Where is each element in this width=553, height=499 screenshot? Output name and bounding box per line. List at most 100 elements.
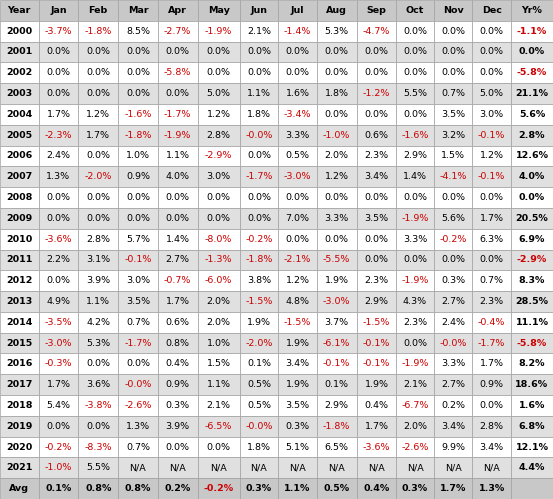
Text: 6.8%: 6.8% (519, 422, 545, 431)
Text: 0.0%: 0.0% (86, 422, 110, 431)
Bar (197, 187, 239, 208)
Bar (118, 395, 158, 416)
Bar (197, 333, 239, 353)
Text: 0.0%: 0.0% (285, 47, 310, 56)
Bar (39, 333, 79, 353)
Bar (397, 166, 434, 187)
Bar (511, 312, 553, 333)
Text: 0.7%: 0.7% (126, 318, 150, 327)
Text: 1.7%: 1.7% (46, 380, 70, 389)
Text: -8.0%: -8.0% (205, 235, 232, 244)
Text: 0.0%: 0.0% (403, 47, 427, 56)
Text: 1.7%: 1.7% (364, 422, 388, 431)
Bar (511, 395, 553, 416)
Bar (434, 395, 472, 416)
Text: Aug: Aug (326, 6, 347, 15)
Text: 4.9%: 4.9% (46, 297, 70, 306)
Bar (39, 270, 79, 291)
Bar (197, 229, 239, 250)
Text: -2.9%: -2.9% (517, 255, 547, 264)
Bar (158, 146, 197, 166)
Text: -0.1%: -0.1% (478, 172, 505, 181)
Text: -1.9%: -1.9% (401, 214, 429, 223)
Bar (39, 208, 79, 229)
Bar (197, 21, 239, 41)
Text: 0.0%: 0.0% (247, 47, 271, 56)
Text: 2019: 2019 (6, 422, 33, 431)
Text: 0.9%: 0.9% (479, 380, 504, 389)
Bar (357, 104, 397, 125)
Bar (118, 353, 158, 374)
Bar (278, 250, 317, 270)
Bar (317, 62, 357, 83)
Text: 2.8%: 2.8% (86, 235, 110, 244)
Bar (79, 104, 118, 125)
Bar (158, 187, 197, 208)
Bar (239, 291, 278, 312)
Bar (239, 187, 278, 208)
Bar (158, 0, 197, 21)
Bar (472, 146, 511, 166)
Text: 1.4%: 1.4% (166, 235, 190, 244)
Text: 2.9%: 2.9% (364, 297, 388, 306)
Bar (434, 208, 472, 229)
Bar (397, 125, 434, 146)
Text: 3.7%: 3.7% (325, 318, 349, 327)
Bar (239, 166, 278, 187)
Text: 2016: 2016 (6, 359, 33, 368)
Bar (158, 395, 197, 416)
Text: 3.3%: 3.3% (285, 131, 310, 140)
Text: -0.1%: -0.1% (363, 359, 390, 368)
Text: 0.0%: 0.0% (364, 235, 388, 244)
Bar (118, 187, 158, 208)
Bar (278, 437, 317, 458)
Text: 0.0%: 0.0% (46, 47, 70, 56)
Text: 2009: 2009 (6, 214, 33, 223)
Bar (39, 353, 79, 374)
Text: 0.0%: 0.0% (441, 193, 465, 202)
Bar (317, 395, 357, 416)
Bar (118, 416, 158, 437)
Text: 0.7%: 0.7% (441, 89, 465, 98)
Bar (278, 395, 317, 416)
Bar (197, 83, 239, 104)
Bar (158, 83, 197, 104)
Text: -0.2%: -0.2% (45, 443, 72, 452)
Bar (118, 83, 158, 104)
Bar (278, 291, 317, 312)
Text: 5.5%: 5.5% (403, 89, 427, 98)
Bar (79, 62, 118, 83)
Text: Mar: Mar (128, 6, 148, 15)
Bar (239, 83, 278, 104)
Text: 4.0%: 4.0% (166, 172, 190, 181)
Bar (317, 166, 357, 187)
Text: 1.0%: 1.0% (207, 338, 231, 348)
Text: -1.2%: -1.2% (363, 89, 390, 98)
Bar (158, 437, 197, 458)
Text: 0.0%: 0.0% (126, 68, 150, 77)
Text: 2.9%: 2.9% (325, 401, 349, 410)
Bar (434, 416, 472, 437)
Bar (0, 478, 39, 499)
Bar (434, 458, 472, 478)
Text: 2.8%: 2.8% (479, 422, 504, 431)
Text: N/A: N/A (483, 463, 500, 473)
Text: 0.0%: 0.0% (166, 443, 190, 452)
Bar (317, 41, 357, 62)
Text: -1.1%: -1.1% (517, 26, 547, 36)
Bar (511, 0, 553, 21)
Bar (118, 458, 158, 478)
Bar (79, 146, 118, 166)
Text: 4.4%: 4.4% (519, 463, 545, 473)
Bar (472, 250, 511, 270)
Bar (357, 416, 397, 437)
Bar (434, 270, 472, 291)
Text: 0.0%: 0.0% (479, 68, 504, 77)
Bar (79, 270, 118, 291)
Text: 2020: 2020 (6, 443, 33, 452)
Bar (511, 125, 553, 146)
Bar (317, 478, 357, 499)
Text: -1.5%: -1.5% (363, 318, 390, 327)
Text: N/A: N/A (445, 463, 461, 473)
Bar (39, 0, 79, 21)
